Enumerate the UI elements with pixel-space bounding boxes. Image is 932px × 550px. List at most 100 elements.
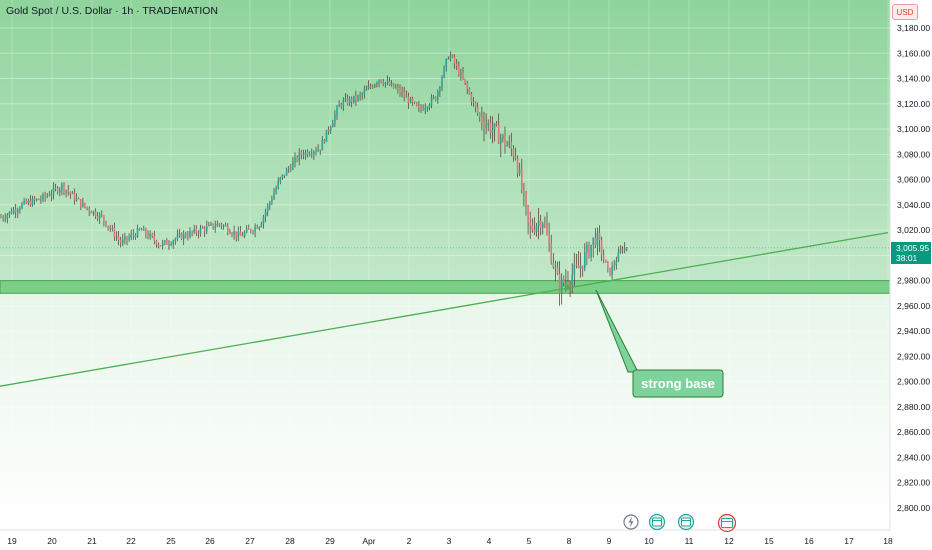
candle-body xyxy=(319,149,321,151)
candle-body xyxy=(189,231,191,237)
candle-body xyxy=(462,72,464,79)
candle-body xyxy=(581,265,584,269)
candle-body xyxy=(239,231,242,236)
candle-body xyxy=(229,232,231,234)
candle-body xyxy=(563,278,565,284)
x-tick-label: 19 xyxy=(7,536,17,546)
candle-body xyxy=(191,231,193,233)
y-tick-label: 2,940.00 xyxy=(897,326,930,336)
candle-body xyxy=(73,192,76,201)
candle-body xyxy=(241,235,244,237)
candles xyxy=(0,51,628,306)
candle-body xyxy=(203,228,206,232)
annotation-label: strong base xyxy=(641,376,715,391)
x-tick-label: 25 xyxy=(166,536,176,546)
x-tick-label: 18 xyxy=(883,536,893,546)
candle-body xyxy=(281,174,284,178)
candle-body xyxy=(506,144,508,146)
candle-body xyxy=(558,273,561,294)
candle-body xyxy=(172,241,174,245)
candle-body xyxy=(569,284,571,286)
candle-body xyxy=(201,228,204,230)
candle-body xyxy=(14,209,17,213)
y-tick-label: 3,020.00 xyxy=(897,225,930,235)
candle-body xyxy=(67,190,69,193)
candle-body xyxy=(75,198,78,201)
x-tick-label: 5 xyxy=(527,536,532,546)
candle-body xyxy=(468,88,471,94)
candle-body xyxy=(621,249,624,251)
candle-body xyxy=(321,140,324,151)
y-tick-label: 3,180.00 xyxy=(897,23,930,33)
y-tick-label: 3,160.00 xyxy=(897,48,930,58)
candle-body xyxy=(443,66,445,78)
currency-button[interactable]: USD xyxy=(892,4,918,20)
candle-body xyxy=(325,129,328,142)
candle-body xyxy=(174,239,177,242)
candle-body xyxy=(470,93,473,102)
candle-body xyxy=(565,281,567,284)
candle-body xyxy=(548,234,550,244)
candle-body xyxy=(298,152,300,161)
candle-body xyxy=(420,107,422,109)
x-tick-label: 20 xyxy=(47,536,57,546)
candle-body xyxy=(130,234,132,238)
candle-body xyxy=(159,245,162,247)
candle-body xyxy=(567,281,569,285)
candle-body xyxy=(56,188,59,193)
candle-body xyxy=(512,148,515,157)
calendar-event-icon[interactable] xyxy=(677,513,695,531)
candle-body xyxy=(392,83,395,88)
candle-body xyxy=(161,242,164,247)
calendar-event-icon[interactable] xyxy=(648,513,666,531)
candle-body xyxy=(327,129,330,132)
candle-body xyxy=(588,244,590,257)
candle-body xyxy=(346,98,349,104)
candle-countdown: 38:01 xyxy=(896,253,918,263)
x-tick-label: 12 xyxy=(724,536,734,546)
flag-event-icon[interactable] xyxy=(717,513,737,533)
candle-body xyxy=(149,233,151,238)
candle-body xyxy=(552,262,555,268)
candle-body xyxy=(521,169,523,190)
candle-body xyxy=(292,161,294,170)
candle-body xyxy=(500,137,502,144)
candle-body xyxy=(195,228,198,233)
candle-body xyxy=(434,97,437,101)
candle-body xyxy=(109,227,111,229)
candle-body xyxy=(598,232,601,241)
candle-body xyxy=(252,231,254,233)
candle-body xyxy=(258,226,261,229)
candle-body xyxy=(361,93,363,95)
candle-body xyxy=(376,83,378,85)
candle-body xyxy=(466,82,468,89)
candle-body xyxy=(122,239,124,243)
candle-body xyxy=(245,228,248,233)
candle-body xyxy=(94,211,97,217)
candle-body xyxy=(134,235,137,238)
candle-body xyxy=(458,65,460,75)
candle-body xyxy=(52,187,55,195)
candle-body xyxy=(315,151,317,153)
candle-body xyxy=(472,101,475,103)
candle-body xyxy=(432,97,435,99)
candle-body xyxy=(103,215,105,222)
candle-body xyxy=(283,174,286,176)
candle-body xyxy=(273,193,275,200)
candle-body xyxy=(525,192,527,206)
lightning-icon[interactable] xyxy=(622,513,640,531)
candle-body xyxy=(422,108,424,111)
candle-body xyxy=(208,224,210,227)
candle-body xyxy=(573,264,576,275)
candle-body xyxy=(6,214,9,219)
candle-body xyxy=(311,154,313,156)
candle-body xyxy=(237,231,240,237)
candle-body xyxy=(294,157,296,162)
candle-body xyxy=(571,274,573,285)
candle-body xyxy=(401,92,403,94)
candle-body xyxy=(199,228,202,234)
candle-body xyxy=(428,105,431,108)
candle-body xyxy=(495,123,498,125)
